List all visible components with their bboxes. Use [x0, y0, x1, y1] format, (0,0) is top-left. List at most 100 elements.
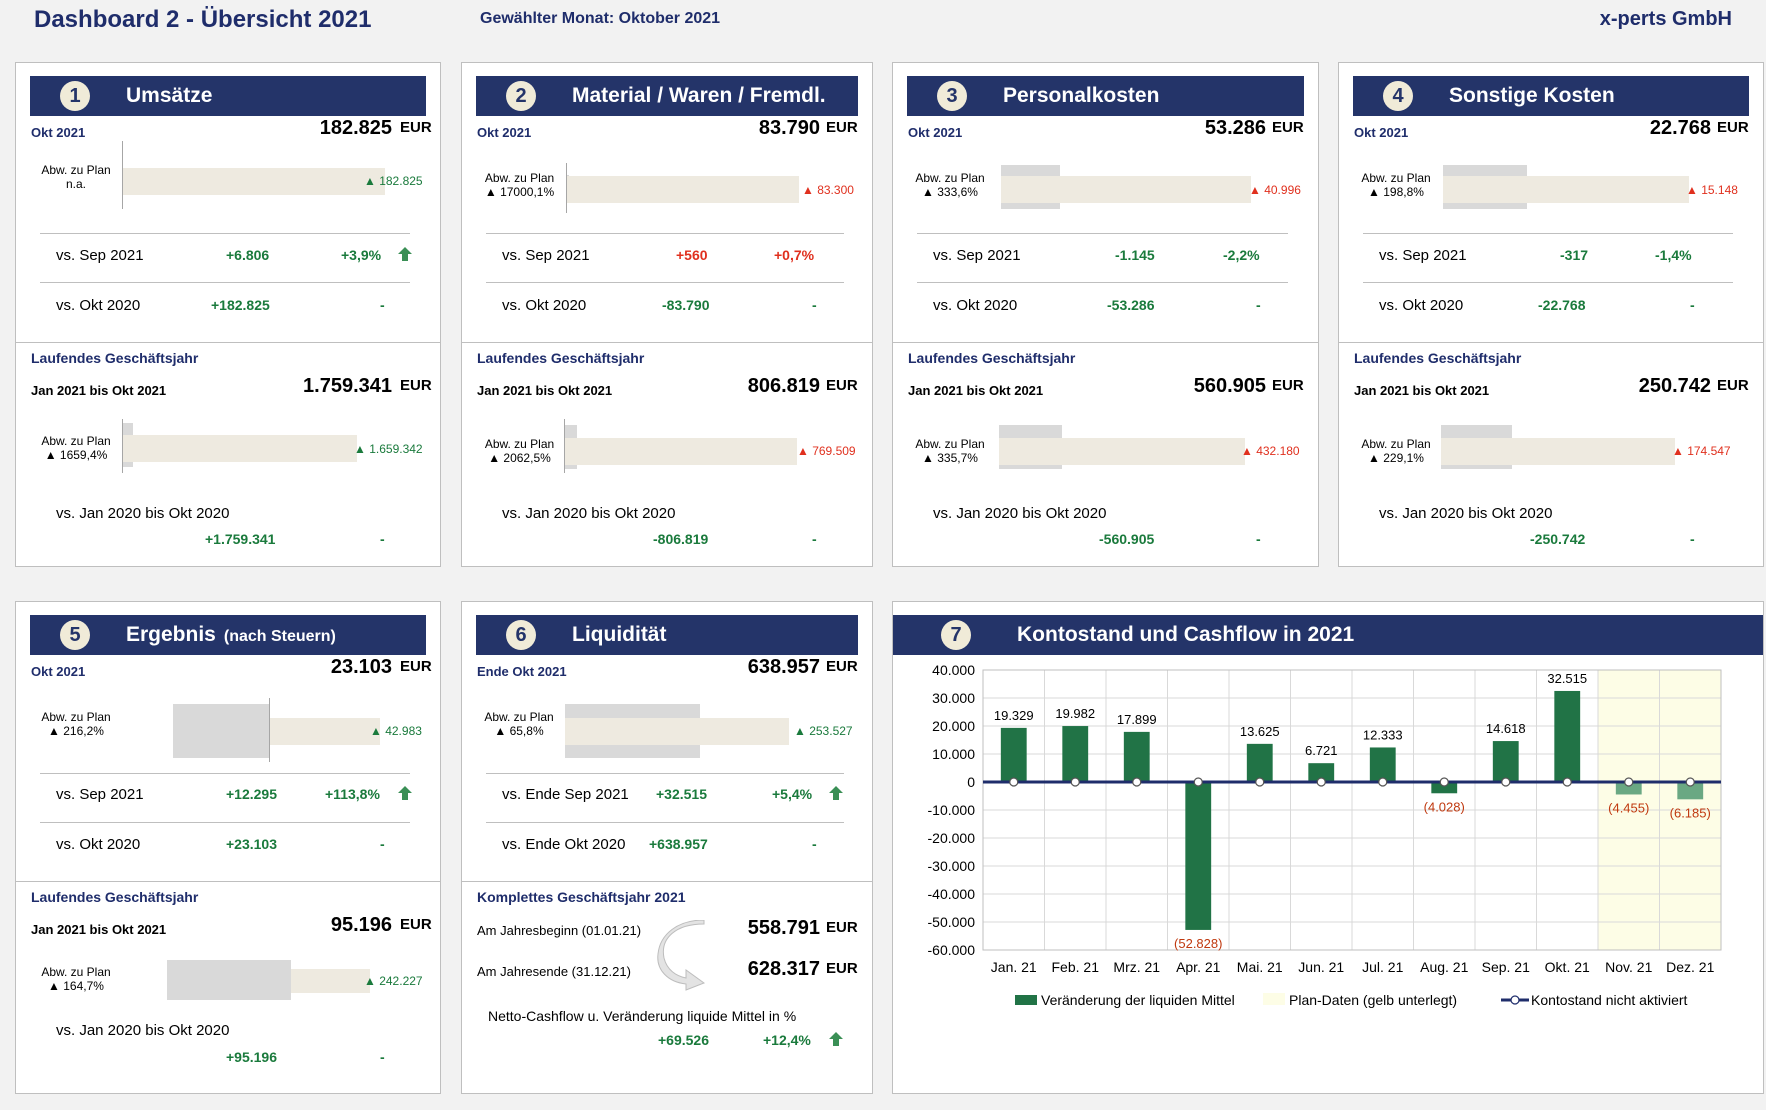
bar-data-label: 14.618 [1486, 721, 1526, 736]
panel-number: 5 [60, 620, 90, 650]
actual-bar-label: ▲ 42.983 [370, 724, 422, 738]
panel-number: 2 [506, 81, 536, 111]
y-tick-label: -40.000 [928, 886, 976, 902]
x-tick-label: Dez. 21 [1666, 959, 1714, 975]
currency: EUR [1717, 377, 1749, 394]
bar-data-label: 13.625 [1240, 724, 1280, 739]
panel-personalkosten: 3 Personalkosten Okt 2021 53.286 EUR Abw… [892, 62, 1319, 567]
compare-prev-month-label: vs. Sep 2021 [933, 247, 1021, 264]
cashflow-bar [1369, 747, 1396, 782]
compare-prev-month-abs: +32.515 [656, 786, 707, 802]
panel-title: Sonstige Kosten [1449, 84, 1615, 107]
compare-prev-month-label: vs. Sep 2021 [56, 247, 144, 264]
ytd-compare-label: vs. Jan 2020 bis Okt 2020 [56, 1022, 230, 1039]
compare-prev-month-pct: +5,4% [772, 786, 813, 802]
panel-header: 7 Kontostand und Cashflow in 2021 [893, 615, 1763, 655]
bar-data-label: 17.899 [1117, 712, 1157, 727]
currency: EUR [1717, 119, 1749, 136]
month-label: Okt 2021 [1354, 125, 1409, 140]
y-tick-label: -50.000 [928, 914, 976, 930]
bar-data-label: (4.455) [1608, 800, 1649, 815]
ytd-plan-bar [167, 960, 291, 1000]
actual-bar [567, 176, 799, 203]
month-value: 638.957 [747, 656, 820, 678]
panel-material: 2 Material / Waren / Fremdl. Okt 2021 83… [461, 62, 873, 567]
ytd-actual-bar [291, 969, 370, 993]
up-arrow-icon [398, 247, 412, 261]
ytd-title: Laufendes Geschäftsjahr [31, 889, 199, 905]
cashflow-bar [1123, 731, 1150, 782]
net-cashflow-abs: +69.526 [658, 1032, 709, 1048]
section-separator [1339, 342, 1763, 343]
actual-bar-label: ▲ 182.825 [364, 174, 423, 188]
compare-prev-year-abs: -83.790 [662, 297, 710, 313]
compare-prev-year-abs: +23.103 [226, 836, 277, 852]
ytd-compare-pct: - [380, 531, 385, 547]
currency: EUR [826, 919, 858, 936]
bar-data-label: (6.185) [1670, 805, 1711, 820]
panel-title: Personalkosten [1003, 84, 1160, 107]
panel-header: 1 Umsätze [30, 76, 426, 116]
ytd-deviation-label: Abw. zu Plan ▲ 229,1% [1361, 437, 1431, 465]
currency: EUR [400, 916, 432, 933]
ytd-deviation-label: Abw. zu Plan ▲ 164,7% [41, 965, 111, 993]
cashflow-bar [1554, 690, 1581, 782]
compare-prev-year-pct: - [1690, 297, 1695, 313]
bar-data-label: 19.982 [1055, 706, 1095, 721]
x-tick-label: Jan. 21 [991, 959, 1037, 975]
y-tick-label: -30.000 [928, 858, 976, 874]
up-arrow-icon [829, 1032, 843, 1046]
balance-point [1624, 777, 1634, 787]
actual-bar [1443, 176, 1689, 203]
ytd-compare-label: vs. Jan 2020 bis Okt 2020 [1379, 505, 1553, 522]
currency: EUR [1272, 119, 1304, 136]
ytd-title: Laufendes Geschäftsjahr [31, 350, 199, 366]
ytd-actual-bar [1441, 438, 1675, 465]
compare-prev-month-label: vs. Sep 2021 [502, 247, 590, 264]
cashflow-bar [1308, 763, 1335, 782]
separator [917, 282, 1288, 283]
panel-header: 4 Sonstige Kosten [1353, 76, 1749, 116]
ytd-range: Jan 2021 bis Okt 2021 [908, 383, 1044, 398]
x-tick-label: Apr. 21 [1176, 959, 1221, 975]
panel-cashflow-chart: 7 Kontostand und Cashflow in 2021 40.000… [892, 601, 1764, 1094]
actual-bar-label: ▲ 253.527 [794, 724, 853, 738]
currency: EUR [826, 119, 858, 136]
ytd-range: Jan 2021 bis Okt 2021 [31, 922, 167, 937]
compare-prev-month-pct: +113,8% [325, 786, 380, 802]
legend-label-plan: Plan-Daten (gelb unterlegt) [1289, 992, 1457, 1008]
ytd-compare-pct: - [380, 1049, 385, 1065]
bar-axis [122, 419, 123, 473]
ytd-compare-abs: -250.742 [1530, 531, 1586, 547]
curved-arrow-icon [657, 920, 706, 991]
balance-point [1685, 777, 1695, 787]
ytd-actual-bar [123, 435, 357, 462]
bar-data-label: 12.333 [1363, 727, 1403, 742]
balance-point [1562, 777, 1572, 787]
ytd-compare-label: vs. Jan 2020 bis Okt 2020 [933, 505, 1107, 522]
month-label: Okt 2021 [31, 664, 86, 679]
section-separator [462, 342, 872, 343]
balance-point [1193, 777, 1203, 787]
x-tick-label: Sep. 21 [1482, 959, 1530, 975]
ytd-compare-pct: - [1256, 531, 1261, 547]
bar-data-label: 19.329 [994, 708, 1034, 723]
compare-prev-year-pct: - [812, 836, 817, 852]
ytd-compare-pct: - [1690, 531, 1695, 547]
balance-point [1132, 777, 1142, 787]
ytd-range: Jan 2021 bis Okt 2021 [1354, 383, 1490, 398]
y-tick-label: 20.000 [932, 718, 975, 734]
panel-title: Kontostand und Cashflow in 2021 [1017, 623, 1355, 646]
cashflow-bar [1492, 741, 1519, 782]
compare-prev-month-pct: -2,2% [1223, 247, 1260, 263]
net-cashflow-pct: +12,4% [763, 1032, 811, 1048]
ytd-value: 250.742 [1638, 375, 1711, 397]
ytd-value: 1.759.341 [303, 375, 392, 397]
balance-point [1316, 777, 1326, 787]
section-separator [16, 881, 440, 882]
legend-label-line: Kontostand nicht aktiviert [1531, 992, 1688, 1008]
ytd-value: 560.905 [1193, 375, 1266, 397]
cashflow-bar [1062, 726, 1089, 782]
month-value: 83.790 [758, 117, 820, 139]
balance-point [1009, 777, 1019, 787]
